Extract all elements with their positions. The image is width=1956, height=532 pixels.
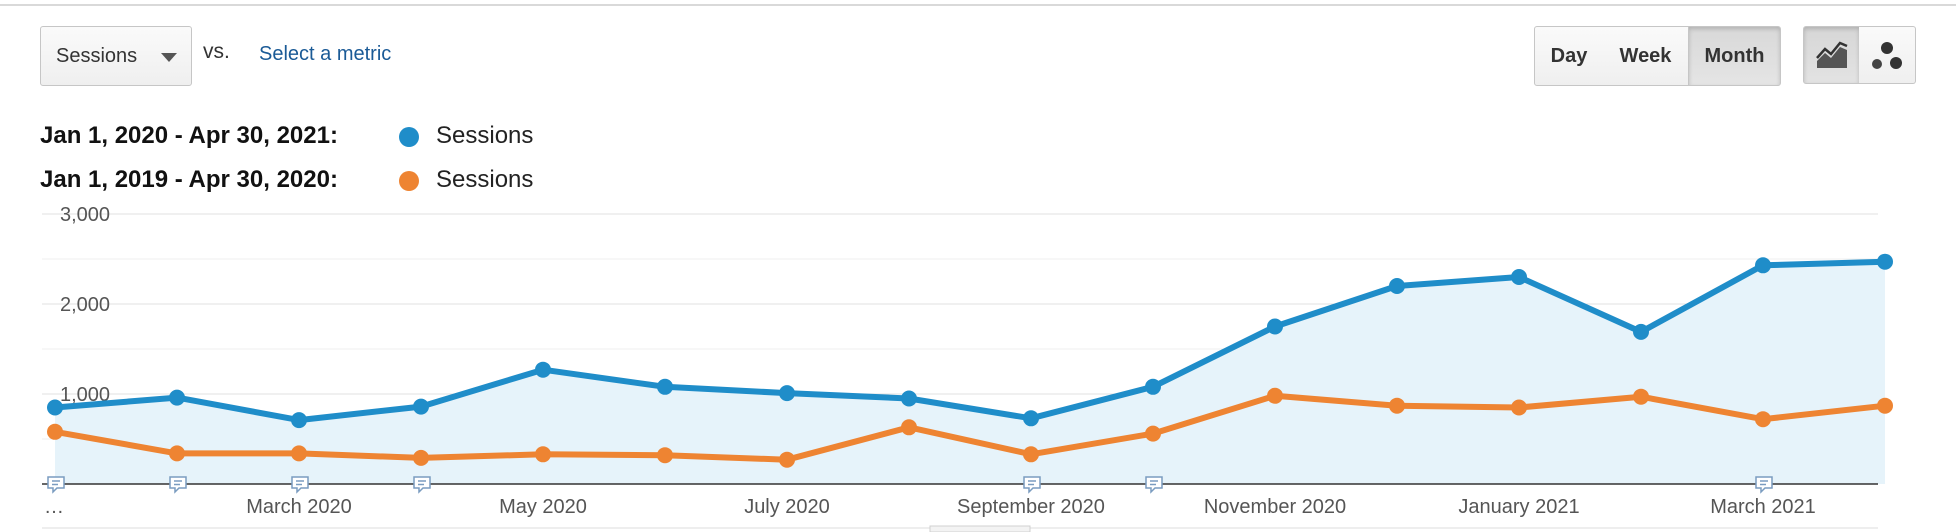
annotation-icon[interactable] <box>1755 476 1773 494</box>
legend-series-name: Sessions <box>436 166 534 193</box>
sessions-current-point <box>657 378 673 395</box>
sessions-previous-point <box>1389 397 1405 414</box>
annotation-icon[interactable] <box>1023 476 1041 494</box>
annotation-icon[interactable] <box>47 476 65 494</box>
sessions-current-point <box>1755 257 1771 274</box>
annotation-icon[interactable] <box>413 476 431 494</box>
legend-swatch <box>399 171 419 191</box>
sessions-current-point <box>1511 269 1527 285</box>
motion-chart-icon <box>1872 42 1902 69</box>
y-tick-label: 3,000 <box>60 204 110 226</box>
sessions-previous-point <box>657 447 673 464</box>
x-tick-label: September 2020 <box>957 496 1105 518</box>
sessions-current-point <box>901 390 917 407</box>
top-divider <box>0 4 1956 6</box>
annotation-icon[interactable] <box>1145 476 1163 494</box>
legend-date-range: Jan 1, 2019 - Apr 30, 2020: <box>40 166 338 193</box>
select-metric-link[interactable]: Select a metric <box>259 43 392 65</box>
annotation-icon[interactable] <box>169 476 187 494</box>
x-tick-label: March 2021 <box>1710 496 1816 518</box>
sessions-current-point <box>1023 410 1039 427</box>
x-tick-label: July 2020 <box>744 496 830 518</box>
x-tick-label: … <box>44 496 64 518</box>
sessions-current-point <box>47 399 63 416</box>
sessions-current-point <box>291 412 307 429</box>
line-chart-button[interactable] <box>1803 26 1860 84</box>
sessions-previous-point <box>1755 411 1771 428</box>
sessions-previous-point <box>169 445 185 462</box>
sessions-current-point <box>1389 278 1405 294</box>
sessions-previous-point <box>1267 387 1283 404</box>
chevron-down-icon <box>161 53 177 62</box>
scroll-handle[interactable] <box>929 525 1031 532</box>
x-tick-label: March 2020 <box>246 496 352 518</box>
sessions-current-point <box>1145 378 1161 395</box>
sessions-current-point <box>413 398 429 415</box>
x-tick-label: January 2021 <box>1458 496 1579 518</box>
sessions-previous-line <box>52 392 1888 463</box>
sessions-current-point <box>1877 253 1893 270</box>
sessions-previous-point <box>901 419 917 436</box>
sessions-current-point <box>535 361 551 378</box>
sessions-previous-point <box>1023 446 1039 463</box>
legend-series-name: Sessions <box>436 122 534 149</box>
x-tick-label: May 2020 <box>499 496 587 518</box>
line-chart-icon <box>1816 41 1848 68</box>
sessions-current-point <box>1267 318 1283 335</box>
sessions-previous-point <box>291 445 307 462</box>
sessions-previous-point <box>779 451 795 468</box>
sessions-previous-point <box>1877 397 1893 414</box>
sessions-previous-point <box>1633 388 1649 405</box>
metric-select-value: Sessions <box>56 45 138 67</box>
legend-date-range: Jan 1, 2020 - Apr 30, 2021: <box>40 122 338 149</box>
sessions-previous-point <box>1511 399 1527 416</box>
sessions-current-line <box>52 258 1888 424</box>
y-tick-label: 1,000 <box>60 384 110 406</box>
sessions-previous-point <box>413 449 429 466</box>
x-tick-label: November 2020 <box>1204 496 1346 518</box>
sessions-current-point <box>1633 323 1649 340</box>
sessions-previous-point <box>535 446 551 463</box>
metric-select[interactable]: Sessions <box>40 26 192 86</box>
sessions-current-point <box>779 385 795 402</box>
sessions-previous-point <box>1145 425 1161 442</box>
annotation-icon[interactable] <box>291 476 309 494</box>
motion-chart-button[interactable] <box>1859 26 1916 84</box>
legend-swatch <box>399 127 419 147</box>
vs-label: vs. <box>203 40 230 63</box>
sessions-current-point <box>169 389 185 406</box>
week-button[interactable]: Week <box>1603 26 1689 86</box>
sessions-previous-point <box>47 423 63 440</box>
y-tick-label: 2,000 <box>60 294 110 316</box>
month-button[interactable]: Month <box>1688 26 1781 86</box>
sessions-current-area <box>55 261 1885 484</box>
